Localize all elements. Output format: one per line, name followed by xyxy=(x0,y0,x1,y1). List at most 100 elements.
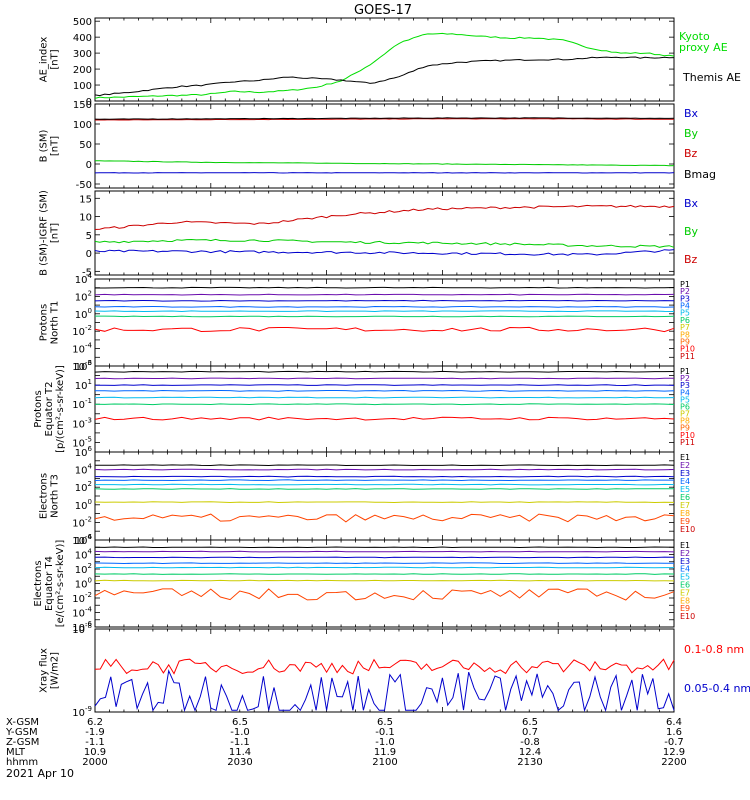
flux-line-p5 xyxy=(94,396,675,399)
flux-line-e4 xyxy=(94,479,674,482)
y-tick-exponent: 0 xyxy=(88,577,92,585)
legend-p5: P5 xyxy=(680,309,690,318)
y-tick-label: 50 xyxy=(79,140,92,151)
y-tick-exponent: 3 xyxy=(88,359,92,367)
y-tick-exponent: -6 xyxy=(85,620,93,628)
legend-p2: P2 xyxy=(680,374,690,383)
orbit-value: -0.8 xyxy=(520,737,540,748)
legend-e8: E8 xyxy=(680,596,690,605)
y-tick-exponent: -2 xyxy=(85,591,92,599)
panel-frame xyxy=(94,103,675,189)
y-tick-label: 200 xyxy=(73,65,92,76)
flux-line-p2 xyxy=(94,377,675,380)
y-tick-label: 103 xyxy=(75,359,92,373)
y-tick-label: 102 xyxy=(75,289,92,303)
legend-bx: Bx xyxy=(684,107,699,120)
y-axis-label: [p/(cm²-s-sr-keV)] xyxy=(55,365,66,453)
xray-line-0 xyxy=(94,658,675,675)
y-tick-exponent: 0 xyxy=(88,307,92,315)
orbit-value: 12.9 xyxy=(663,747,685,758)
y-tick-label: 300 xyxy=(73,49,92,60)
y-tick-exponent: 2 xyxy=(88,562,92,570)
legend-by: By xyxy=(684,225,699,238)
legend-e7: E7 xyxy=(680,588,690,597)
y-tick-exponent: -4 xyxy=(85,606,93,614)
y-tick-exponent: -2 xyxy=(85,324,92,332)
legend-e8: E8 xyxy=(680,509,690,518)
legend-p3: P3 xyxy=(680,294,690,303)
y-tick-label: 104 xyxy=(75,463,93,477)
legend-e1: E1 xyxy=(680,541,690,550)
legend-bz: Bz xyxy=(684,147,698,160)
legend-kyoto: Kyoto xyxy=(679,30,710,43)
date-label: 2021 Apr 10 xyxy=(6,767,74,780)
orbit-value: -1.9 xyxy=(85,727,105,738)
legend-themis: Themis AE xyxy=(682,71,741,84)
y-axis-label: B (SM) xyxy=(39,129,50,162)
y-tick-label: 10-2 xyxy=(72,591,92,605)
legend-e5: E5 xyxy=(680,485,690,494)
y-tick-exponent: -5 xyxy=(85,435,92,443)
orbit-value: 6.5 xyxy=(522,717,538,728)
y-tick-exponent: 1 xyxy=(88,378,92,386)
y-axis-label: Protons xyxy=(33,390,44,427)
orbit-row-label: hhmm xyxy=(6,757,38,768)
y-tick-exponent: -3 xyxy=(85,416,92,424)
y-tick-label: 106 xyxy=(75,445,93,459)
orbit-value: 2200 xyxy=(661,757,686,768)
orbit-row-label: Y-GSM xyxy=(5,727,38,738)
y-tick-exponent: -8 xyxy=(85,622,92,630)
y-axis-label: Electrons xyxy=(39,473,50,519)
y-tick-label: 15 xyxy=(79,194,92,205)
legend-p11: P11 xyxy=(680,352,695,361)
y-tick-label: 10-8 xyxy=(72,622,92,636)
y-axis-label: B (SM)-IGRF (SM) xyxy=(39,190,50,276)
y-tick-exponent: 6 xyxy=(88,445,93,453)
flux-line-e6 xyxy=(94,573,675,575)
flux-line-p7 xyxy=(94,326,675,333)
y-tick-label: 104 xyxy=(75,272,93,286)
flux-line-p4 xyxy=(95,389,675,392)
legend-xray-0: 0.1-0.8 nm xyxy=(684,643,744,656)
panel-b_igrf: B (SM)-IGRF (SM) [nT] -5 0 5 10 15 Bx By Bz xyxy=(39,190,699,278)
panel-frame xyxy=(94,539,675,628)
y-tick-exponent: 0 xyxy=(88,498,92,506)
y-axis-label: Equator T2 xyxy=(44,382,55,437)
y-tick-label: 0 xyxy=(86,97,92,108)
orbit-value: 2130 xyxy=(517,757,542,768)
y-axis-label: [nT] xyxy=(50,49,61,69)
orbit-row-label: Z-GSM xyxy=(6,737,39,748)
y-tick-label: 100 xyxy=(75,577,92,591)
legend-p10: P10 xyxy=(680,345,695,354)
y-tick-label: 5 xyxy=(86,231,92,242)
flux-line-p1 xyxy=(95,286,675,289)
orbit-value: 6.2 xyxy=(87,717,103,728)
y-tick-exponent: 4 xyxy=(88,548,93,556)
orbit-value: 6.5 xyxy=(377,717,393,728)
legend-e6: E6 xyxy=(680,493,690,502)
y-tick-label: 400 xyxy=(73,33,92,44)
flux-line-e1 xyxy=(95,464,675,467)
flux-line-e8 xyxy=(94,513,675,523)
legend-p9: P9 xyxy=(680,337,690,346)
legend-e3: E3 xyxy=(680,469,690,478)
orbit-value: 11.4 xyxy=(229,747,251,758)
y-tick-exponent: 2 xyxy=(88,480,92,488)
flux-line-e8 xyxy=(94,588,675,601)
flux-line-p2 xyxy=(94,293,675,296)
y-tick-label: 100 xyxy=(75,498,92,512)
y-tick-label: 0 xyxy=(86,160,92,171)
flux-line-e3 xyxy=(94,556,675,559)
y-tick-exponent: 6 xyxy=(88,533,93,541)
flux-line-e6 xyxy=(94,488,675,490)
y-axis-label: North T3 xyxy=(50,474,61,518)
y-axis-label: Equator T4 xyxy=(44,556,55,611)
flux-line-p7 xyxy=(94,416,675,421)
legend-p4: P4 xyxy=(680,302,690,311)
y-tick-label: -5 xyxy=(82,267,92,278)
y-tick-exponent: -2 xyxy=(85,515,92,523)
series-line-by xyxy=(94,160,675,167)
panel-b_sm: B (SM) [nT] -50 0 50 100 150 Bx By Bz Bmag xyxy=(39,100,717,191)
